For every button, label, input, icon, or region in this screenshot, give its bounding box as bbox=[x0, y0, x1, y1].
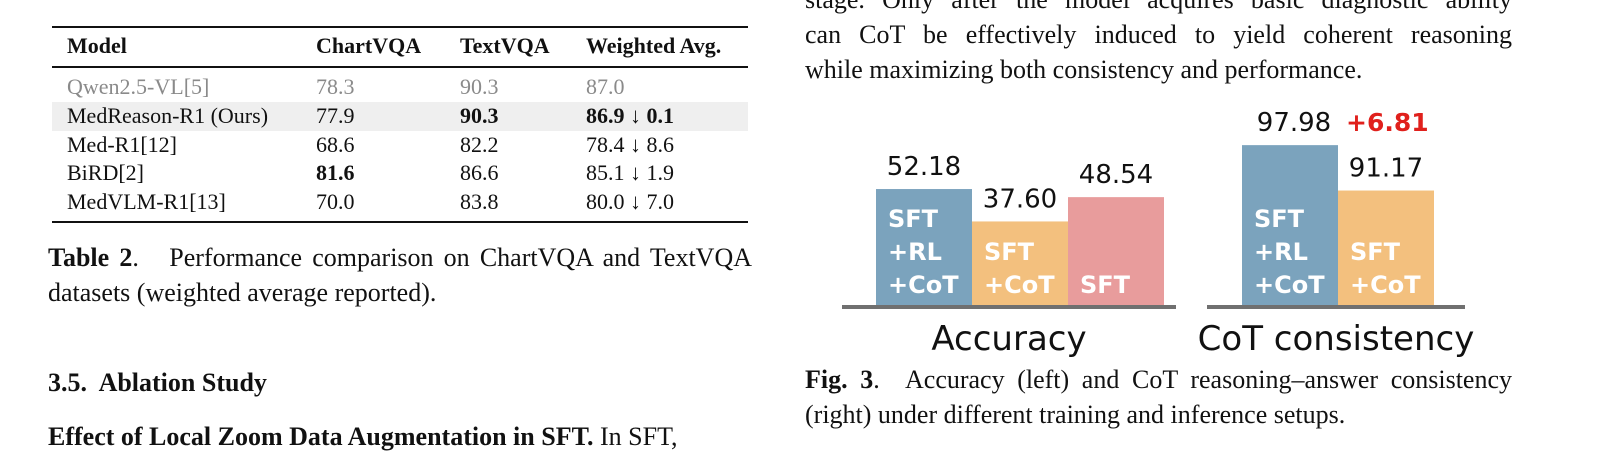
table-cell: 77.9 bbox=[316, 103, 355, 128]
bar-label: SFT bbox=[1350, 238, 1401, 266]
table-cell: 68.6 bbox=[316, 132, 355, 157]
annotation: +6.81 bbox=[1346, 108, 1429, 137]
text-line: while maximizing both consistency and pe… bbox=[805, 55, 1363, 84]
figure-caption: Fig. 3. Accuracy (left) and CoT reasonin… bbox=[805, 365, 1513, 429]
value-label: 52.18 bbox=[887, 152, 961, 182]
table-cell: MedReason-R1 (Ours) bbox=[67, 103, 269, 128]
table-cell: 90.3 bbox=[460, 103, 499, 128]
x-axis-title: Accuracy bbox=[931, 319, 1086, 359]
bar bbox=[1242, 145, 1338, 305]
header-cell: Model bbox=[67, 33, 127, 58]
bar-label: SFT bbox=[984, 238, 1035, 266]
bar-label: +CoT bbox=[1350, 271, 1421, 299]
caption-label: Table 2 bbox=[48, 243, 133, 272]
bar bbox=[972, 221, 1068, 305]
row-highlight bbox=[52, 102, 748, 131]
value-label: 97.98 bbox=[1257, 108, 1331, 138]
caption-label: Fig. 3 bbox=[805, 365, 874, 394]
table-cell: BiRD[2] bbox=[67, 160, 144, 185]
table-bottom-rule bbox=[52, 221, 748, 223]
table-cell: 78.4 ↓ 8.6 bbox=[586, 132, 674, 157]
table-cell: 90.3 bbox=[460, 74, 499, 99]
table-caption: Table 2. Performance comparison on Chart… bbox=[48, 243, 752, 307]
section-heading: 3.5. Ablation Study bbox=[48, 368, 267, 397]
right-text: stage. Only after the model acquires bas… bbox=[805, 0, 1512, 87]
bar-label: +CoT bbox=[984, 271, 1055, 299]
table-cell: 82.2 bbox=[460, 132, 499, 157]
bar-label: SFT bbox=[888, 205, 939, 233]
caption-text: Performance comparison on ChartVQA and T… bbox=[48, 243, 752, 307]
bar-label: SFT bbox=[1080, 271, 1131, 299]
table-cell: 87.0 bbox=[586, 74, 625, 99]
table-top-rule bbox=[52, 26, 748, 28]
text-line: stage. Only after the model acquires bas… bbox=[805, 0, 1512, 17]
table-cell: Qwen2.5-VL[5] bbox=[67, 74, 210, 99]
text-line: can CoT be effectively induced to yield … bbox=[805, 20, 1512, 49]
table-header-rule bbox=[52, 66, 748, 68]
table-cell: 80.0 ↓ 7.0 bbox=[586, 189, 674, 214]
bar bbox=[876, 189, 972, 305]
header-cell: TextVQA bbox=[460, 33, 550, 58]
bar bbox=[1338, 190, 1434, 305]
bar-label: SFT bbox=[1254, 205, 1305, 233]
bar-label: +RL bbox=[888, 238, 942, 266]
value-label: 48.54 bbox=[1079, 160, 1153, 190]
table-cell: 85.1 ↓ 1.9 bbox=[586, 160, 674, 185]
value-label: 37.60 bbox=[983, 184, 1057, 214]
x-axis-title: CoT consistency bbox=[1198, 319, 1475, 359]
paragraph-lead: Effect of Local Zoom Data Augmentation i… bbox=[48, 422, 594, 451]
header-cell: ChartVQA bbox=[316, 33, 422, 58]
table-cell: 78.3 bbox=[316, 74, 355, 99]
table-cell: Med-R1[12] bbox=[67, 132, 177, 157]
value-label: 91.17 bbox=[1349, 154, 1423, 184]
table-cell: 86.9 ↓ 0.1 bbox=[586, 103, 674, 128]
bar bbox=[1068, 197, 1164, 305]
header-cell: Weighted Avg. bbox=[586, 33, 722, 58]
bar-label: +CoT bbox=[1254, 271, 1325, 299]
caption-text: Accuracy (left) and CoT reasoning–answer… bbox=[805, 365, 1513, 429]
paragraph: Effect of Local Zoom Data Augmentation i… bbox=[48, 422, 678, 452]
table-cell: 81.6 bbox=[316, 160, 355, 185]
bar-label: +CoT bbox=[888, 271, 959, 299]
table-cell: 83.8 bbox=[460, 189, 499, 214]
paragraph-text: In SFT, bbox=[600, 422, 678, 451]
table-cell: MedVLM-R1[13] bbox=[67, 189, 226, 214]
bar-label: +RL bbox=[1254, 238, 1308, 266]
table-cell: 70.0 bbox=[316, 189, 355, 214]
table-cell: 86.6 bbox=[460, 160, 499, 185]
